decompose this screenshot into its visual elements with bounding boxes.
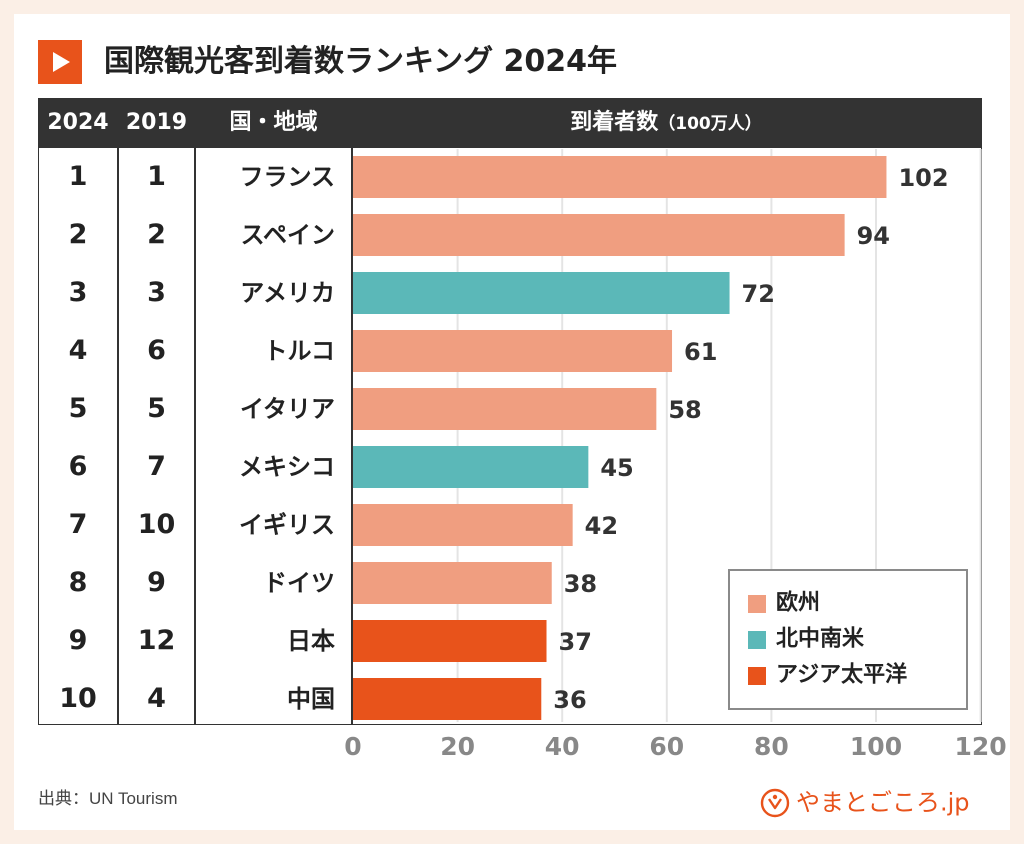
country-cell: イギリス xyxy=(239,511,335,539)
source-note: 出典：UN Tourism xyxy=(38,789,178,808)
rank-2024-cell: 8 xyxy=(68,567,88,598)
rank-2019-cell: 12 xyxy=(137,625,176,656)
rank-2019-cell: 6 xyxy=(147,335,166,366)
bar-value-label: 38 xyxy=(564,570,597,598)
legend-swatch-americas xyxy=(748,630,766,649)
x-tick-label: 80 xyxy=(753,732,789,761)
bar-value-label: 36 xyxy=(553,686,586,714)
header-arrivals-label: 到着者数 xyxy=(570,110,659,135)
country-cell: イタリア xyxy=(239,395,335,423)
bar-value-label: 61 xyxy=(684,338,717,366)
bar xyxy=(353,678,542,720)
x-tick-label: 60 xyxy=(649,732,685,761)
legend-swatch-asia-pacific xyxy=(748,666,766,685)
legend-item-europe: 欧州 xyxy=(748,585,820,621)
country-cell: フランス xyxy=(239,163,335,191)
header-arrivals: 到着者数（100万人） xyxy=(352,98,980,148)
bar xyxy=(353,446,589,488)
rank-2024-cell: 9 xyxy=(68,625,88,656)
bar-value-label: 94 xyxy=(857,222,890,250)
legend-swatch-europe xyxy=(748,594,766,613)
country-cell: トルコ xyxy=(263,337,335,365)
rank-2019-cell: 9 xyxy=(147,567,166,598)
legend: 欧州 北中南米 アジア太平洋 xyxy=(728,569,968,710)
rank-2024-cell: 2 xyxy=(68,219,88,250)
rank-2019-cell: 3 xyxy=(147,277,166,308)
rank-2024-cell: 6 xyxy=(68,451,88,482)
rank-2024-cell: 5 xyxy=(68,393,88,424)
x-tick-label: 40 xyxy=(544,732,580,761)
bar xyxy=(353,504,573,546)
bar xyxy=(353,388,657,430)
x-tick-label: 0 xyxy=(344,732,362,761)
bar-value-label: 102 xyxy=(898,164,948,192)
legend-item-americas: 北中南米 xyxy=(748,621,864,657)
bar-value-label: 45 xyxy=(600,454,633,482)
bar-value-label: 37 xyxy=(559,628,592,656)
rank-2019-cell: 10 xyxy=(137,509,176,540)
bar-value-label: 58 xyxy=(668,396,701,424)
header-unit: （100万人） xyxy=(658,114,762,134)
bar xyxy=(353,156,887,198)
rank-2024-cell: 10 xyxy=(59,683,97,714)
brand[interactable]: やまとごころ.jp xyxy=(760,784,970,820)
rank-2019-cell: 4 xyxy=(147,683,166,714)
country-cell: 日本 xyxy=(287,627,335,655)
legend-label-asia-pacific: アジア太平洋 xyxy=(776,662,908,688)
bar xyxy=(353,562,552,604)
legend-item-asia-pacific: アジア太平洋 xyxy=(748,657,907,693)
x-tick-label: 20 xyxy=(440,732,475,761)
bar xyxy=(353,330,673,372)
column-divider xyxy=(194,98,196,724)
country-cell: ドイツ xyxy=(263,569,335,597)
legend-label-americas: 北中南米 xyxy=(776,626,865,652)
country-cell: メキシコ xyxy=(239,453,335,481)
header-rank-2024: 2024 xyxy=(47,110,109,135)
bar-value-label: 42 xyxy=(585,512,618,540)
bar-value-label: 72 xyxy=(742,280,775,308)
bar xyxy=(353,214,845,256)
country-cell: 中国 xyxy=(287,685,335,713)
rank-2019-cell: 2 xyxy=(147,219,166,250)
rank-2024-cell: 4 xyxy=(68,335,88,366)
rank-2019-cell: 1 xyxy=(147,161,166,192)
play-icon xyxy=(38,40,82,84)
column-divider xyxy=(117,98,119,724)
legend-label-europe: 欧州 xyxy=(776,590,821,616)
yamatogokoro-logo-icon xyxy=(760,788,790,817)
x-tick-label: 120 xyxy=(954,732,1007,761)
rank-2019-cell: 5 xyxy=(147,393,166,424)
rank-2024-cell: 7 xyxy=(68,509,88,540)
bar xyxy=(353,620,547,662)
rank-2019-cell: 7 xyxy=(147,451,166,482)
header-region: 国・地域 xyxy=(229,110,318,135)
rank-2024-cell: 1 xyxy=(68,161,88,192)
column-divider xyxy=(351,98,353,724)
chart-title: 国際観光客到着数ランキング 2024年 xyxy=(104,44,618,79)
bar xyxy=(353,272,730,314)
country-cell: アメリカ xyxy=(240,279,335,307)
x-tick-label: 100 xyxy=(849,732,903,761)
header-rank-2019: 2019 xyxy=(125,110,188,135)
brand-name: やまとごころ.jp xyxy=(796,788,970,817)
country-cell: スペイン xyxy=(240,221,335,249)
rank-2024-cell: 3 xyxy=(68,277,88,308)
